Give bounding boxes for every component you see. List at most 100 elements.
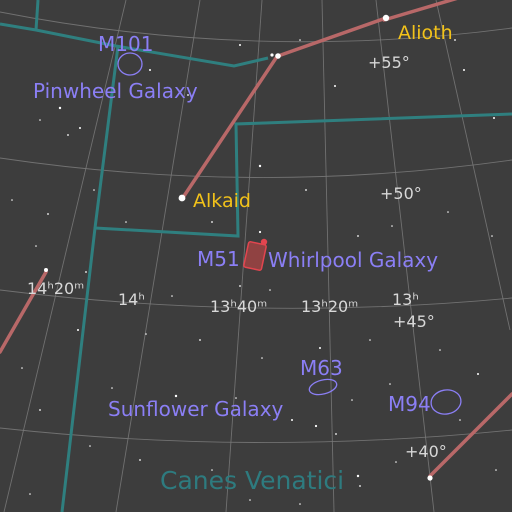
m51-selection[interactable] — [243, 238, 268, 271]
star-faint — [239, 285, 241, 287]
star-alcor — [270, 53, 274, 57]
dso-markers[interactable] — [117, 52, 463, 417]
star-faint — [58, 106, 62, 110]
ra-line-12h40 — [435, 0, 511, 331]
labels: Alioth Alkaid M101 Pinwheel Galaxy M51 W… — [27, 22, 453, 495]
uma-line-mizar-alkaid — [182, 56, 278, 198]
star-faint — [491, 235, 493, 237]
constellation-lines — [0, 0, 512, 478]
star-faint — [299, 503, 301, 505]
star-faint — [11, 199, 13, 201]
star-faint — [171, 295, 173, 297]
star-faint — [125, 221, 127, 223]
star-faint — [85, 271, 87, 273]
star-faint — [356, 474, 360, 478]
star-faint — [89, 445, 91, 447]
star-faint — [174, 394, 178, 398]
label-m63[interactable]: M63 — [300, 356, 343, 380]
star-faint — [67, 134, 69, 136]
star-faint — [199, 339, 201, 341]
star-faint — [239, 44, 241, 46]
boundary-ne-corner — [34, 0, 40, 31]
star-faint — [47, 213, 49, 215]
star-faint — [454, 39, 456, 41]
label-dec-50: +50° — [380, 184, 422, 203]
m101-marker[interactable] — [117, 52, 143, 76]
ra-line-13h20 — [321, 0, 335, 512]
label-ra-14h20: 14ʰ20ᵐ — [27, 279, 84, 298]
star-faint — [111, 387, 113, 389]
ra-grid — [3, 0, 511, 512]
label-m101[interactable]: M101 — [98, 32, 153, 56]
label-dec-40: +40° — [405, 442, 447, 461]
star-faint — [149, 69, 151, 71]
boundary-uma-top — [0, 22, 269, 68]
star-faint — [299, 39, 301, 41]
uma-line-alioth-mizar — [382, 0, 458, 22]
label-alkaid[interactable]: Alkaid — [193, 190, 251, 212]
star-faint — [334, 85, 336, 87]
star-faint — [477, 373, 479, 375]
m51-pointer-dot — [260, 238, 268, 246]
star-faint — [335, 433, 337, 435]
star-faint — [235, 397, 237, 399]
star-faint — [258, 230, 262, 234]
label-m94[interactable]: M94 — [388, 392, 431, 416]
star-faint — [319, 347, 321, 349]
star-faint — [389, 383, 391, 385]
dec-line-55 — [0, 11, 512, 43]
m51-marker[interactable] — [243, 241, 267, 271]
star-faint — [93, 189, 95, 191]
star-faint — [261, 357, 263, 359]
label-dec-45: +45° — [393, 312, 435, 331]
star-faint — [77, 329, 79, 331]
star-faint — [495, 469, 497, 471]
star-faint — [305, 189, 307, 191]
star-faint — [139, 459, 141, 461]
star-faint — [39, 119, 41, 121]
cvn-line — [428, 392, 512, 478]
star-faint — [359, 485, 361, 487]
m94-marker[interactable] — [429, 388, 463, 417]
star-faint — [211, 221, 213, 223]
star-faint — [439, 349, 441, 351]
label-constellation: Canes Venatici — [160, 466, 344, 495]
star-faint — [187, 94, 189, 96]
star-field — [11, 14, 497, 505]
star-faint — [35, 245, 37, 247]
label-alioth[interactable]: Alioth — [398, 22, 453, 44]
star-faint — [459, 419, 461, 421]
ra-line-14h20 — [3, 0, 127, 512]
m63-marker[interactable] — [308, 377, 339, 397]
dec-line-45 — [0, 289, 512, 309]
label-m51[interactable]: M51 — [197, 247, 240, 271]
dec-line-50 — [0, 157, 512, 178]
star-faint — [211, 469, 213, 471]
star-faint — [258, 164, 262, 168]
star-faint — [39, 409, 41, 411]
boo-line-west — [0, 270, 48, 354]
label-whirlpool-galaxy[interactable]: Whirlpool Galaxy — [268, 248, 438, 272]
star-cor-caroli — [427, 475, 433, 481]
star-faint — [447, 211, 449, 213]
label-ra-13h20: 13ʰ20ᵐ — [301, 297, 358, 316]
star-faint — [369, 339, 371, 341]
star-faint — [351, 399, 353, 401]
star-faint — [21, 367, 23, 369]
uma-line-mizar-alioth — [276, 16, 388, 58]
star-mizar — [275, 53, 281, 59]
star-faint — [493, 117, 495, 119]
star-faint — [29, 493, 31, 495]
ra-line-14h — [115, 0, 201, 512]
star-faint — [291, 419, 293, 421]
label-sunflower-galaxy[interactable]: Sunflower Galaxy — [108, 397, 284, 421]
star-faint — [249, 499, 251, 501]
star-alioth — [382, 14, 390, 22]
star-faint — [79, 127, 81, 129]
star-faint — [269, 289, 271, 291]
ra-line-13h — [375, 0, 435, 512]
label-pinwheel-galaxy[interactable]: Pinwheel Galaxy — [33, 79, 198, 103]
label-ra-13h40: 13ʰ40ᵐ — [210, 297, 267, 316]
